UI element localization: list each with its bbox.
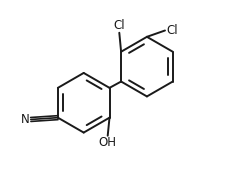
Text: Cl: Cl — [166, 24, 178, 37]
Text: OH: OH — [99, 136, 117, 149]
Text: N: N — [21, 113, 30, 126]
Text: Cl: Cl — [114, 20, 125, 33]
